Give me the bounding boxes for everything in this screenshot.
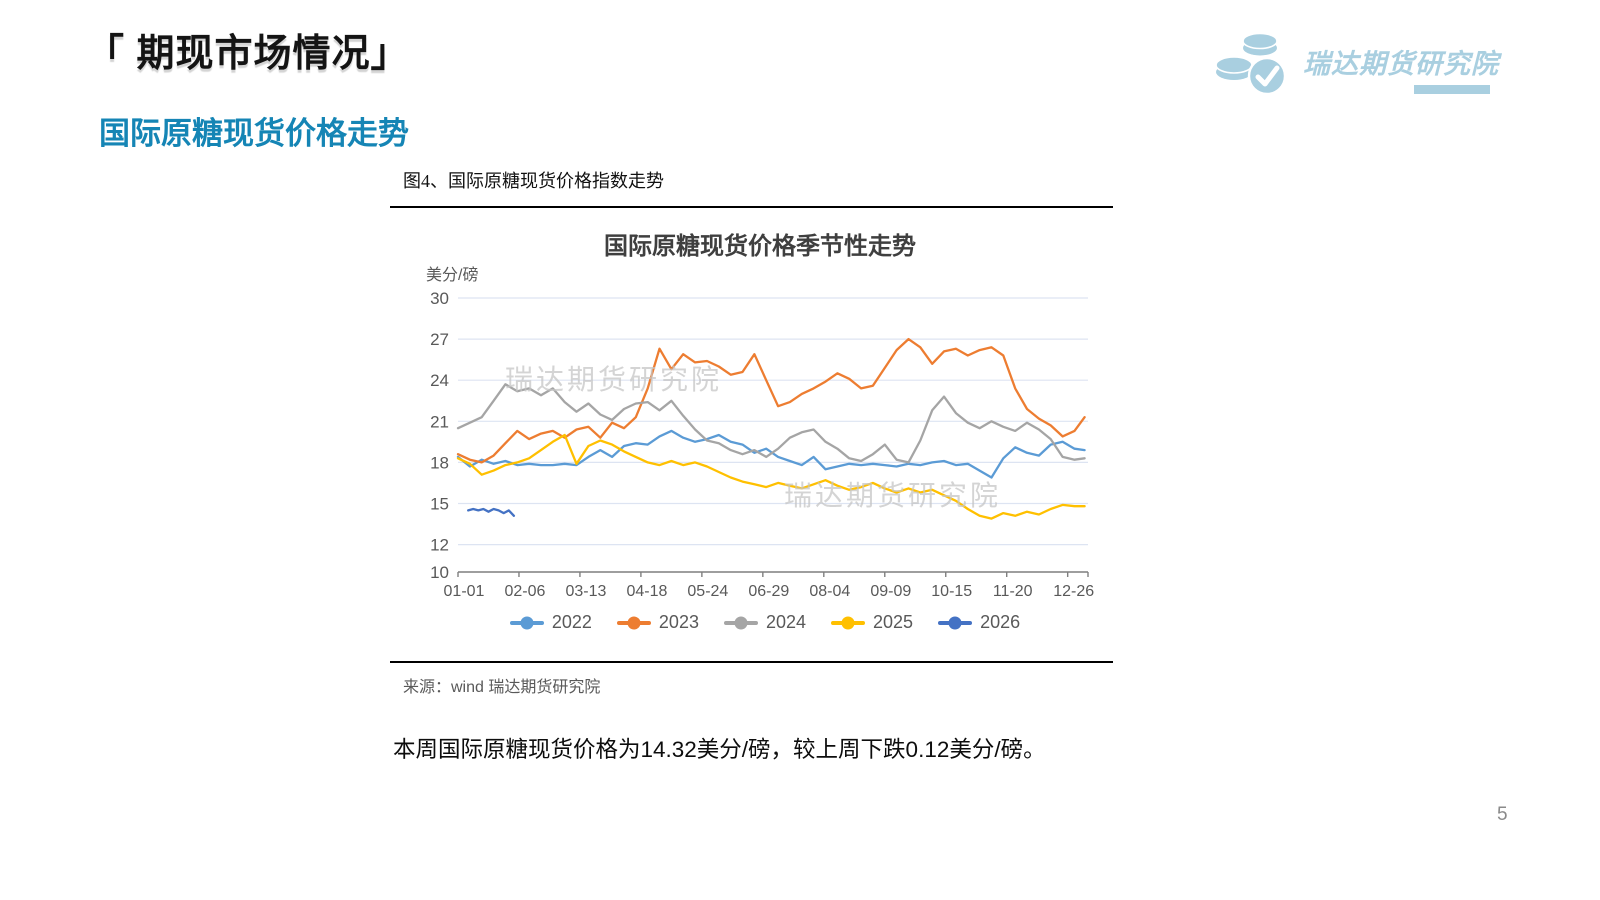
y-tick-label: 12: [430, 536, 449, 555]
x-tick-label: 12-26: [1053, 583, 1094, 600]
x-tick-label: 05-24: [687, 583, 728, 600]
summary-text: 本周国际原糖现货价格为14.32美分/磅，较上周下跌0.12美分/磅。: [393, 736, 1046, 762]
legend-item-2023: 2023: [616, 612, 699, 633]
legend-marker-icon: [723, 616, 758, 629]
legend-item-2025: 2025: [831, 612, 913, 633]
brand-underline: [1414, 85, 1490, 94]
brand-logo: 瑞达期货研究院: [1213, 24, 1498, 100]
series-line-2025: [456, 433, 1086, 520]
chart-title: 国际原糖现货价格季节性走势: [604, 232, 916, 260]
section-title: 国际原糖现货价格走势: [99, 116, 409, 151]
legend-label: 2025: [873, 612, 914, 632]
x-tick-label: 04-18: [626, 583, 667, 600]
x-tick-label: 10-15: [931, 583, 972, 600]
series-line-2023: [456, 337, 1086, 464]
y-tick-label: 30: [430, 289, 449, 308]
y-tick-label: 24: [430, 371, 449, 390]
x-tick-label: 06-29: [748, 583, 789, 600]
page-title: 「 期现市场情况」: [86, 33, 410, 75]
legend-marker-icon: [616, 616, 651, 629]
y-tick-label: 10: [430, 563, 449, 582]
figure-caption: 图4、国际原糖现货价格指数走势: [403, 171, 664, 191]
price-seasonality-chart: 国际原糖现货价格季节性走势美分/磅 10 12 15 18 21 24 27 30 01-01 02…: [420, 216, 1110, 646]
legend-item-2026: 2026: [938, 612, 1020, 633]
figure-bottom-rule: [390, 661, 1113, 663]
series-line-2026: [467, 507, 516, 517]
x-tick-label: 03-13: [565, 583, 606, 600]
legend-marker-icon: [938, 616, 973, 629]
legend-label: 2026: [980, 612, 1021, 632]
legend-label: 2023: [658, 612, 699, 632]
figure-source: 来源：wind 瑞达期货研究院: [403, 679, 601, 696]
y-tick-label: 21: [430, 412, 449, 431]
y-unit-label: 美分/磅: [426, 266, 478, 284]
legend-item-2024: 2024: [723, 612, 807, 633]
series-line-2024: [456, 383, 1086, 464]
figure-top-rule: [390, 206, 1113, 208]
page-number: 5: [1497, 804, 1508, 825]
y-tick-label: 18: [430, 453, 449, 472]
legend-marker-icon: [831, 616, 866, 629]
coins-check-icon: [1215, 32, 1287, 96]
chart-legend: 2022 2023 2024 2025 2026: [420, 612, 1110, 633]
x-tick-label: 09-09: [870, 583, 911, 600]
y-tick-label: 27: [430, 330, 449, 349]
legend-marker-icon: [509, 616, 544, 629]
legend-label: 2022: [551, 612, 592, 632]
brand-name: 瑞达期货研究院: [1303, 49, 1499, 79]
x-tick-label: 02-06: [505, 583, 546, 600]
legend-label: 2024: [765, 612, 807, 632]
x-tick-label: 01-01: [444, 583, 485, 600]
x-tick-label: 08-04: [809, 583, 850, 600]
legend-item-2022: 2022: [509, 612, 592, 633]
x-tick-label: 11-20: [993, 583, 1033, 600]
y-tick-label: 15: [430, 495, 449, 514]
